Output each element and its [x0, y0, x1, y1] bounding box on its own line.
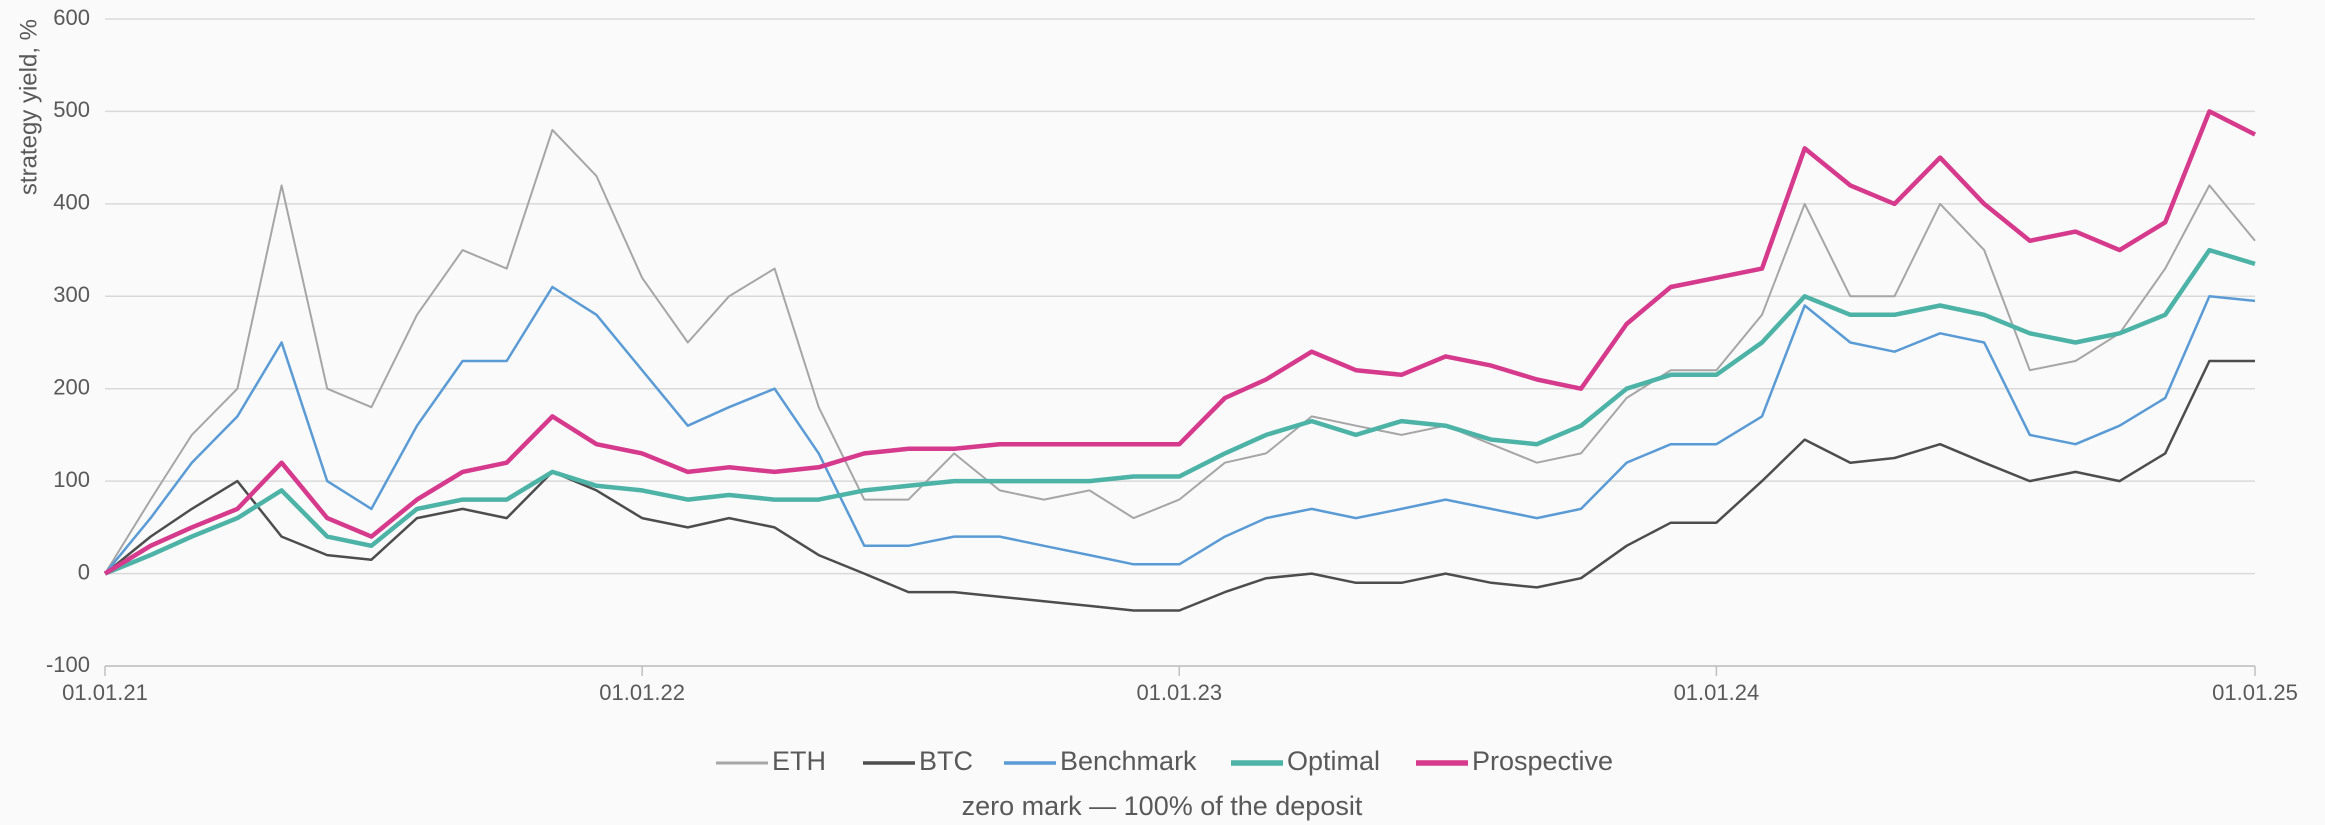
- legend-label: Prospective: [1472, 746, 1613, 776]
- series-line: [104, 247, 2256, 576]
- y-tick-label: 500: [53, 97, 90, 122]
- x-tick-label: 01.01.23: [1136, 680, 1222, 705]
- x-tick-label: 01.01.21: [62, 680, 148, 705]
- legend-label: ETH: [772, 746, 826, 776]
- y-tick-label: -100: [46, 652, 90, 677]
- y-tick-label: 300: [53, 282, 90, 307]
- x-tick-label: 01.01.24: [1674, 680, 1760, 705]
- caption: zero mark — 100% of the deposit: [962, 791, 1363, 821]
- y-axis-label: strategy yield, %: [15, 19, 42, 195]
- series-line: [103, 109, 2257, 576]
- legend-label: Benchmark: [1060, 746, 1197, 776]
- y-tick-label: 0: [78, 559, 90, 584]
- series-line: [104, 359, 2255, 612]
- legend-label: BTC: [919, 746, 973, 776]
- x-tick-label: 01.01.22: [599, 680, 685, 705]
- y-tick-label: 600: [53, 5, 90, 30]
- series-line: [104, 285, 2256, 575]
- y-tick-label: 100: [53, 467, 90, 492]
- x-tick-label: 01.01.25: [2212, 680, 2298, 705]
- y-tick-label: 400: [53, 190, 90, 215]
- legend-label: Optimal: [1287, 746, 1380, 776]
- series-line: [104, 128, 2256, 575]
- y-tick-label: 200: [53, 375, 90, 400]
